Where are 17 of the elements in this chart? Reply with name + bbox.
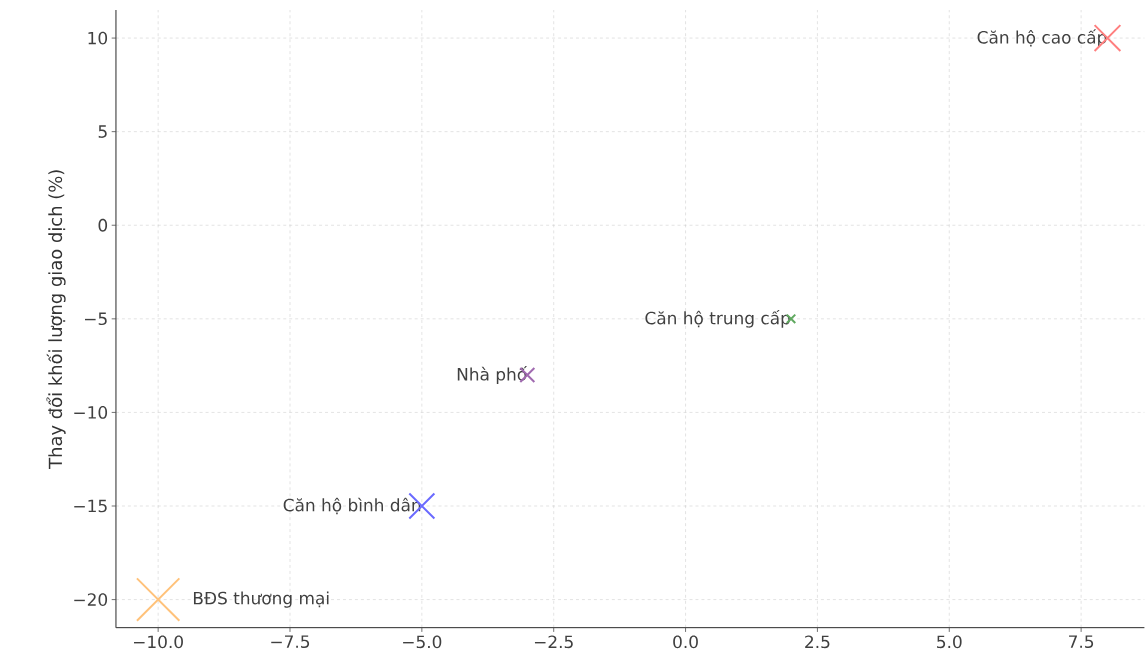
x-tick-label: −5.0: [403, 635, 442, 649]
x-tick-label: −10.0: [134, 635, 183, 649]
x-tick-label: −2.5: [534, 635, 573, 649]
y-tick-label: −20: [74, 593, 108, 607]
y-axis-title: Thay đổi khối lượng giao dịch (%): [46, 170, 66, 470]
x-tick-label: 2.5: [805, 635, 830, 649]
y-tick-label: −15: [74, 499, 107, 513]
x-tick-label: 7.5: [1069, 635, 1094, 649]
x-tick-label: −7.5: [271, 635, 310, 649]
y-tick-label: 0: [98, 219, 108, 232]
y-tick-label: −5: [85, 312, 107, 326]
x-tick-label: 5.0: [937, 635, 962, 649]
x-tick-label: 0.0: [673, 635, 698, 649]
y-tick-label: −10: [74, 406, 108, 419]
y-tick-label: 5: [98, 125, 107, 139]
y-tick-label: 10: [88, 31, 108, 45]
series-label: BĐS thương mại: [193, 591, 329, 608]
